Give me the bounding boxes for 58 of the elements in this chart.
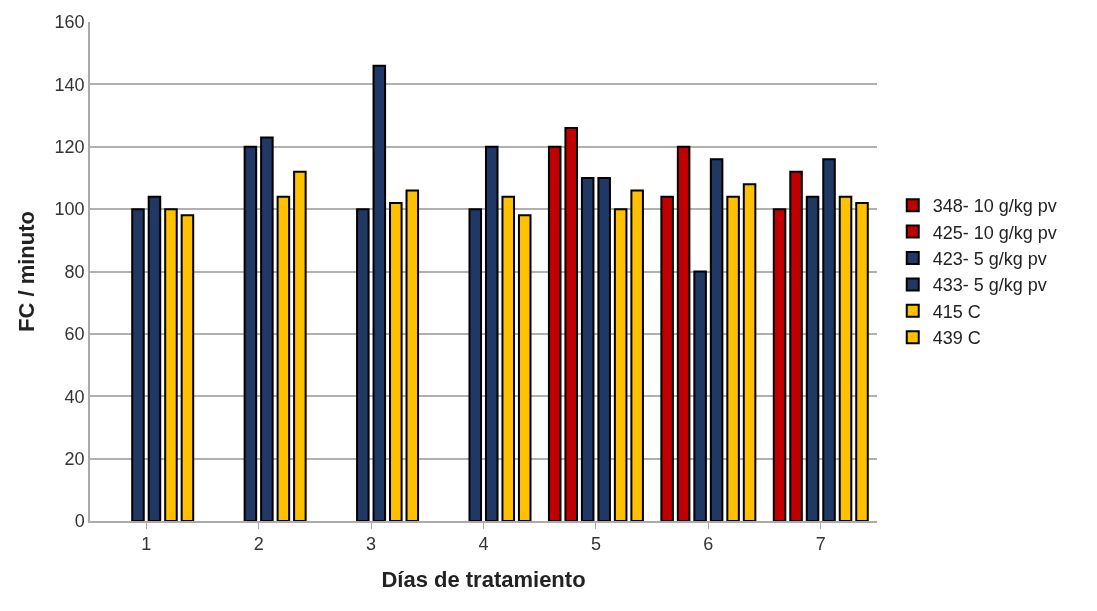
bar (147, 195, 162, 521)
bar (405, 189, 420, 521)
bar (501, 195, 516, 521)
y-tick-label: 60 (64, 324, 85, 345)
bar (742, 183, 757, 521)
bar (356, 208, 370, 521)
bar (676, 145, 691, 521)
bar (709, 158, 724, 521)
y-tick-label: 100 (54, 199, 85, 220)
bar (547, 145, 562, 521)
y-tick-label: 160 (54, 12, 85, 33)
bar (389, 201, 403, 521)
bar (484, 145, 499, 521)
bar (131, 208, 145, 521)
bar (855, 201, 869, 521)
bar (838, 195, 853, 521)
bar (293, 170, 307, 521)
x-tick-label: 7 (815, 534, 826, 555)
x-tick-label: 4 (478, 534, 489, 555)
bar (822, 158, 836, 521)
y-tick-label: 80 (64, 261, 85, 282)
bar (613, 208, 628, 521)
legend-label: 348- 10 g/kg pv (932, 196, 1057, 217)
bar (693, 270, 707, 521)
bar (260, 136, 274, 521)
y-tick-label: 0 (74, 511, 85, 532)
y-tick-label: 20 (64, 448, 85, 469)
bar (630, 189, 644, 521)
x-tick-label: 3 (366, 534, 377, 555)
bar (517, 214, 532, 521)
y-axis-title: FC / minuto (13, 211, 39, 332)
bar (164, 208, 178, 521)
bar (243, 145, 258, 521)
x-tick-label: 2 (253, 534, 264, 555)
legend-label: 423- 5 g/kg pv (932, 249, 1047, 270)
x-tick-label: 1 (141, 534, 152, 555)
x-tick-label: 6 (703, 534, 714, 555)
legend-label: 439 C (932, 328, 981, 349)
bar (772, 208, 787, 521)
bar (468, 208, 483, 521)
bar (180, 214, 195, 521)
x-axis-title: Días de tratamiento (381, 566, 586, 592)
legend-label: 415 C (932, 301, 981, 322)
bar (597, 176, 611, 521)
y-tick-label: 120 (54, 137, 85, 158)
x-tick-label: 5 (590, 534, 601, 555)
bar (564, 127, 578, 521)
bar (276, 195, 291, 521)
y-tick-label: 40 (64, 386, 85, 407)
y-tick-label: 140 (54, 74, 85, 95)
bar (805, 195, 820, 521)
bar (726, 195, 740, 521)
bar (660, 195, 674, 521)
bar (580, 176, 595, 521)
bar (372, 64, 387, 521)
legend-label: 425- 10 g/kg pv (932, 222, 1057, 243)
legend-label: 433- 5 g/kg pv (932, 275, 1047, 296)
bar (789, 170, 803, 521)
